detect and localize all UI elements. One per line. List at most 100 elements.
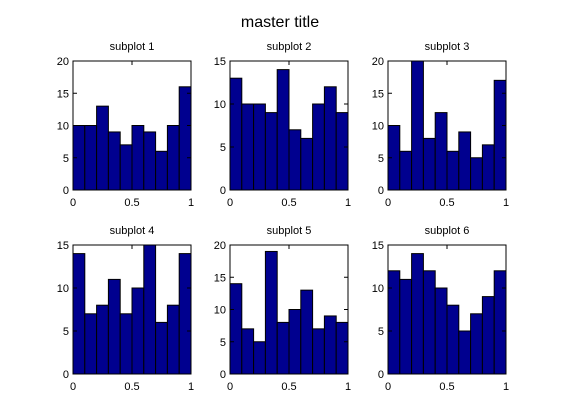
subplot-3-bar — [481, 144, 495, 191]
subplot-2-bar — [264, 112, 278, 191]
subplot-2-bar — [253, 103, 266, 191]
subplot-6-xtick-label: 0 — [385, 381, 391, 393]
subplot-3-xtick-label: 1 — [503, 197, 509, 209]
subplot-4-ytick-label: 5 — [63, 326, 69, 338]
subplot-5-bar — [229, 283, 243, 375]
subplot-5-bar — [241, 328, 255, 375]
subplot-5-xtick-label: 0.5 — [281, 381, 296, 393]
subplot-4-ytick-label: 0 — [63, 369, 69, 381]
subplot-4-xtick-label: 0.5 — [124, 381, 139, 393]
subplot-4-ytick-label: 10 — [57, 283, 69, 295]
subplot-4-xtick-label: 0 — [70, 381, 76, 393]
subplot-1-bar — [143, 131, 157, 191]
subplot-5-ytick-label: 20 — [214, 240, 226, 252]
subplot-6-ytick-label: 10 — [372, 283, 384, 295]
subplot-3-title: subplot 3 — [425, 41, 470, 53]
subplot-6-ytick-label: 0 — [378, 369, 384, 381]
subplot-5-title: subplot 5 — [267, 225, 312, 237]
subplot-5-bar — [253, 341, 266, 375]
subplot-1-ytick-label: 10 — [57, 121, 69, 133]
subplot-2-title: subplot 2 — [267, 41, 312, 53]
subplot-2-bar — [312, 103, 325, 191]
subplot-5-ytick-label: 0 — [220, 369, 226, 381]
subplot-2-ytick-label: 5 — [220, 142, 226, 154]
subplot-2-xtick-label: 0 — [227, 197, 233, 209]
subplot-1-bar — [96, 105, 109, 191]
subplot-6-bar — [434, 287, 448, 375]
subplot-6-title: subplot 6 — [425, 225, 470, 237]
subplot-4-bar — [143, 244, 157, 375]
subplot-6-ytick-label: 15 — [372, 240, 384, 252]
subplot-3-ytick-label: 0 — [378, 185, 384, 197]
subplot-5-ytick-label: 10 — [214, 305, 226, 317]
subplot-1-bar — [155, 150, 168, 191]
subplot-3-bar — [422, 137, 436, 191]
subplot-3-bar — [434, 112, 448, 191]
subplot-5-ytick-label: 5 — [220, 337, 226, 349]
subplot-5-ytick-label: 15 — [214, 272, 226, 284]
subplot-2-ytick-label: 0 — [220, 185, 226, 197]
subplot-1-ytick-label: 0 — [63, 185, 69, 197]
subplot-6-bar — [470, 313, 483, 375]
subplot-4-bar — [119, 313, 133, 375]
subplot-1-ytick-label: 5 — [63, 153, 69, 165]
subplot-2-ytick-label: 15 — [214, 56, 226, 68]
subplot-6-bar — [446, 304, 460, 375]
subplot-1-bar — [131, 125, 145, 191]
subplot-3-bar — [399, 150, 413, 191]
subplot-4-bar — [84, 313, 98, 375]
subplot-6-bar — [481, 296, 495, 375]
subplot-4-bar — [96, 304, 109, 375]
subplot-5-bar — [264, 250, 278, 375]
subplot-4-bar — [178, 253, 192, 375]
subplot-2-bar — [229, 77, 243, 191]
subplot-2-bar — [276, 69, 290, 191]
subplot-3-ytick-label: 20 — [372, 56, 384, 68]
subplot-1-bar — [107, 131, 121, 191]
subplot-1-ytick-label: 15 — [57, 88, 69, 100]
subplot-6-bar — [458, 330, 472, 375]
subplot-5-bar — [300, 289, 314, 375]
subplot-3-xtick-label: 0 — [385, 197, 391, 209]
subplot-1-xtick-label: 1 — [188, 197, 194, 209]
subplot-3-ytick-label: 10 — [372, 121, 384, 133]
subplot-5-xtick-label: 1 — [345, 381, 351, 393]
subplot-5-bar — [323, 315, 337, 375]
subplot-6-xtick-label: 0.5 — [439, 381, 454, 393]
subplot-2-bar — [323, 86, 337, 191]
subplot-1-bar — [166, 125, 180, 191]
subplot-1-bar — [178, 86, 192, 191]
subplot-4-title: subplot 4 — [110, 225, 155, 237]
subplot-5-bar — [276, 321, 290, 375]
subplot-4-bar — [155, 321, 168, 375]
subplot-1-ytick-label: 20 — [57, 56, 69, 68]
subplot-5-bar — [312, 328, 325, 375]
subplot-3-bar — [470, 157, 483, 191]
subplot-5-bar — [288, 309, 302, 375]
subplot-2-bar — [300, 137, 314, 191]
subplot-6-bar — [422, 270, 436, 375]
subplot-2-ytick-label: 10 — [214, 99, 226, 111]
subplot-3-xtick-label: 0.5 — [439, 197, 454, 209]
subplot-4-xtick-label: 1 — [188, 381, 194, 393]
subplot-4-bar — [166, 304, 180, 375]
subplot-3-ytick-label: 5 — [378, 153, 384, 165]
master-title: master title — [241, 14, 319, 31]
subplot-1-bar — [84, 125, 98, 191]
subplot-5-xtick-label: 0 — [227, 381, 233, 393]
subplot-6-bar — [493, 270, 507, 375]
subplot-1-bar — [119, 144, 133, 191]
subplot-2-bar — [288, 129, 302, 191]
subplot-6-bar — [411, 253, 424, 375]
subplot-5-bar — [335, 321, 349, 375]
subplot-3-bar — [458, 131, 472, 191]
subplot-3-bar — [411, 60, 424, 191]
subplot-3-bar — [493, 79, 507, 191]
